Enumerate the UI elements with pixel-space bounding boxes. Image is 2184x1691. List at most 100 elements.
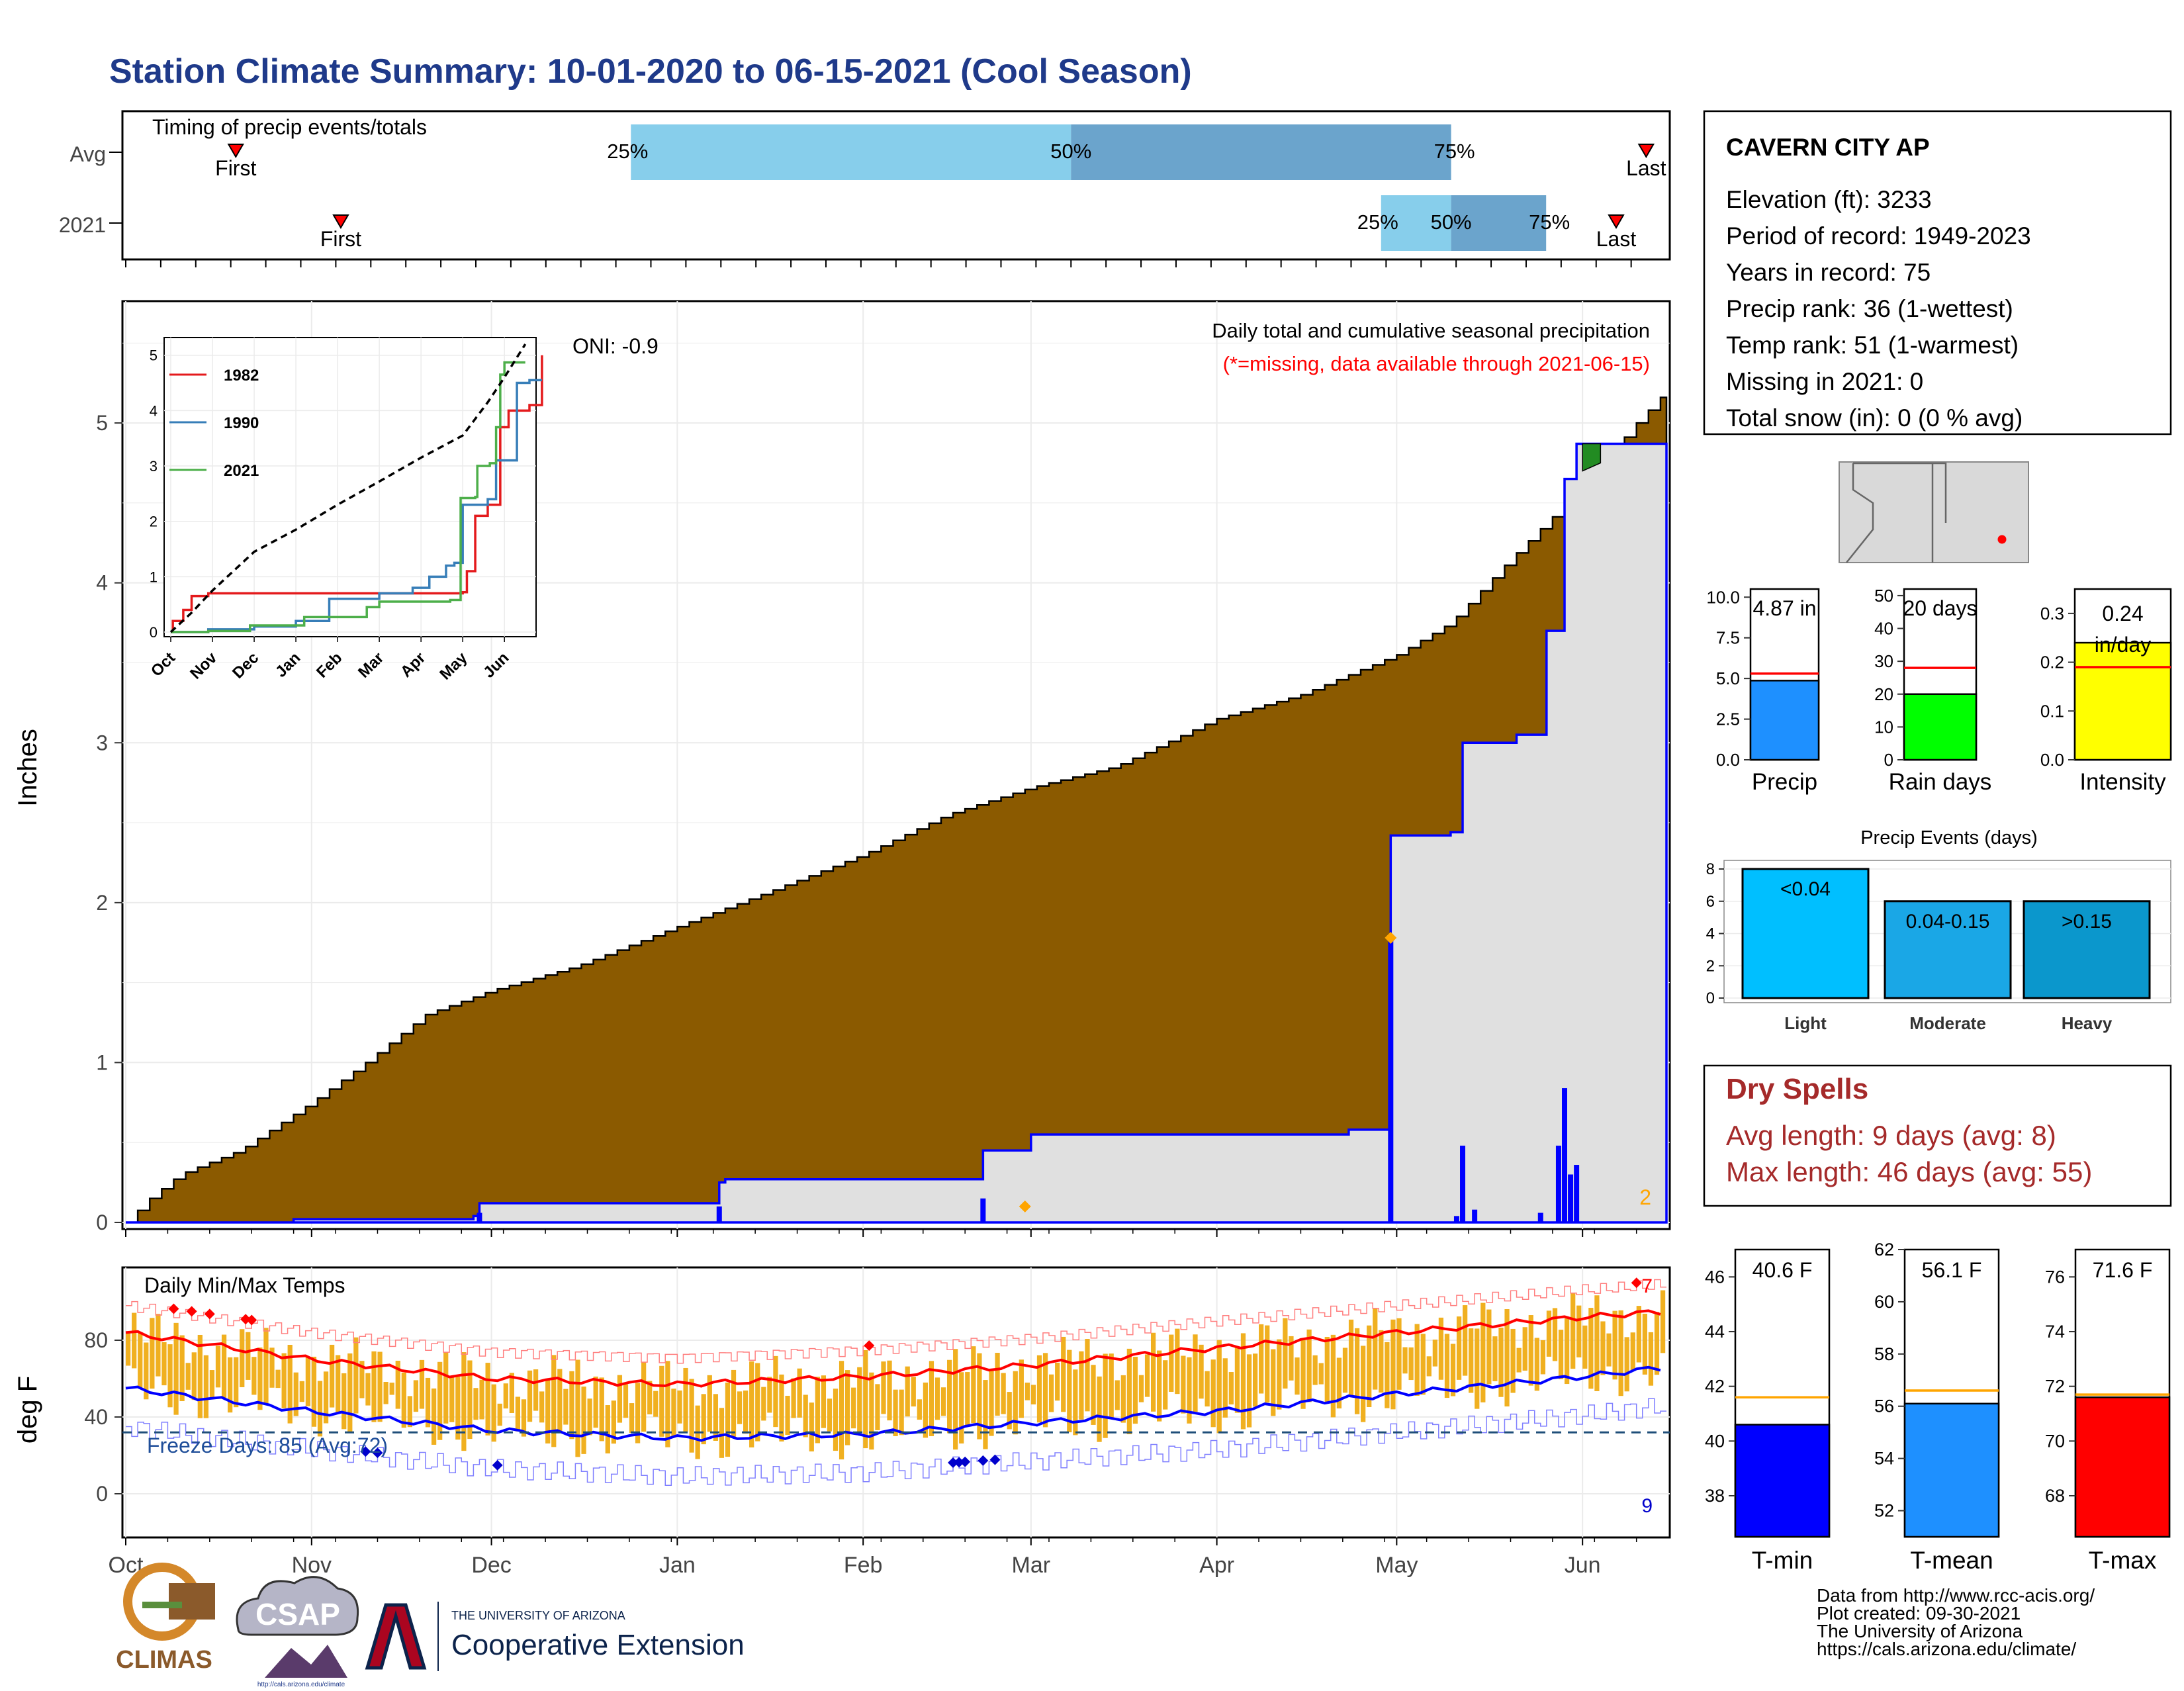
- daily-temp-bar: [1654, 1312, 1660, 1375]
- daily-temp-bar: [413, 1380, 419, 1412]
- daily-temp-bar: [1295, 1357, 1300, 1395]
- daily-temp-bar: [581, 1387, 586, 1454]
- daily-temp-bar: [1475, 1328, 1480, 1409]
- daily-temp-bar: [1354, 1328, 1360, 1414]
- daily-temp-bar: [923, 1382, 929, 1438]
- daily-temp-bar: [731, 1369, 737, 1437]
- timing-avg-last-label: Last: [1626, 156, 1666, 180]
- temp-summary-ytick-label: 68: [2045, 1486, 2065, 1506]
- summary-ytick-label: 7.5: [1716, 628, 1740, 648]
- record-low-marker: [989, 1454, 1001, 1465]
- month-axis-label: Mar: [1012, 1553, 1051, 1578]
- daily-temp-bar: [425, 1377, 431, 1428]
- precip-chart-title: Daily total and cumulative seasonal prec…: [1212, 319, 1650, 342]
- daily-temp-bar: [575, 1359, 580, 1457]
- daily-temp-bar: [461, 1352, 467, 1451]
- daily-temp-bar: [341, 1373, 347, 1430]
- daily-temp-bar: [1469, 1328, 1474, 1393]
- events-bar-label: <0.04: [1780, 878, 1831, 900]
- daily-temp-bar: [1576, 1305, 1582, 1357]
- record-low-marker: [372, 1447, 383, 1459]
- daily-temp-bar: [287, 1344, 293, 1424]
- daily-temp-bar: [1061, 1336, 1066, 1412]
- daily-precip-bar: [980, 1198, 986, 1222]
- temp-summary-ytick-label: 72: [2045, 1377, 2065, 1396]
- daily-temp-bar: [215, 1346, 221, 1388]
- daily-temp-bar: [150, 1318, 155, 1389]
- month-axis-label: Nov: [292, 1553, 332, 1578]
- temp-summary-ytick-label: 44: [1705, 1322, 1725, 1342]
- daily-temp-bar: [305, 1356, 310, 1406]
- daily-temp-bar: [971, 1346, 976, 1424]
- climas-mesa-icon: [169, 1583, 215, 1620]
- inset-frame: [163, 337, 537, 637]
- daily-temp-bar: [221, 1334, 227, 1398]
- daily-temp-bar: [1367, 1325, 1372, 1408]
- events-category-label: Heavy: [2062, 1013, 2113, 1033]
- daily-temp-bar: [1289, 1336, 1294, 1381]
- record-low-marker: [360, 1446, 371, 1457]
- daily-temp-bar: [1361, 1346, 1366, 1422]
- daily-temp-bar: [1181, 1355, 1186, 1414]
- daily-temp-bar: [1265, 1325, 1270, 1403]
- daily-temp-bar: [1055, 1362, 1060, 1401]
- daily-temp-bar: [821, 1375, 827, 1428]
- daily-temp-bar: [203, 1355, 209, 1418]
- daily-temp-bar: [1420, 1334, 1426, 1395]
- daily-temp-bar: [1169, 1334, 1174, 1392]
- daily-temp-bar: [1456, 1316, 1462, 1380]
- daily-temp-bar: [713, 1394, 718, 1441]
- daily-temp-bar: [791, 1378, 796, 1418]
- temp-summary-ytick-label: 60: [1874, 1292, 1894, 1312]
- temp-summary-ytick-label: 74: [2045, 1322, 2065, 1342]
- station-info-2: Period of record: 1949-2023: [1726, 222, 2031, 250]
- record-low-marker: [960, 1456, 971, 1467]
- timing-avg-q50-q75-bar: [1071, 124, 1451, 180]
- daily-temp-bar: [1150, 1332, 1156, 1412]
- daily-temp-bar: [857, 1367, 862, 1432]
- daily-precip-bar: [1453, 1216, 1459, 1222]
- page-title: Station Climate Summary: 10-01-2020 to 0…: [109, 52, 1192, 91]
- daily-temp-bar: [1624, 1337, 1629, 1392]
- daily-temp-bar: [1103, 1353, 1108, 1438]
- dry-spells-avg: Avg length: 9 days (avg: 8): [1726, 1120, 2056, 1151]
- temp-summary-ytick-label: 38: [1705, 1486, 1725, 1506]
- daily-temp-bar: [503, 1383, 508, 1409]
- precip-ytick-label: 3: [96, 731, 108, 754]
- inset-ytick-label: 0: [150, 624, 158, 641]
- daily-temp-bar: [1546, 1310, 1552, 1357]
- timing-2021-last-marker: [1608, 214, 1625, 229]
- daily-temp-bar: [737, 1391, 743, 1424]
- summary-ytick-label: 10: [1874, 717, 1893, 737]
- timing-avg-q25-q50-bar: [631, 124, 1071, 180]
- daily-temp-bar: [185, 1363, 191, 1390]
- daily-precip-bar: [477, 1212, 482, 1222]
- daily-temp-bar: [1234, 1346, 1240, 1413]
- temp-summary-ytick-label: 42: [1705, 1377, 1725, 1396]
- daily-temp-bar: [329, 1344, 335, 1408]
- daily-temp-bar: [401, 1372, 406, 1428]
- daily-temp-bar: [1618, 1310, 1623, 1396]
- daily-temp-bar: [227, 1357, 233, 1413]
- precip-ytick-label: 2: [96, 891, 108, 915]
- daily-temp-bar: [299, 1381, 304, 1402]
- daily-temp-bar: [365, 1373, 371, 1406]
- inset-ytick-label: 1: [150, 569, 158, 585]
- summary-ytick-label: 0.3: [2040, 604, 2064, 623]
- daily-temp-bar: [1085, 1339, 1090, 1412]
- daily-temp-bar: [1396, 1318, 1402, 1390]
- daily-temp-bar: [1414, 1324, 1420, 1396]
- summary-value-label: in/day: [2095, 633, 2151, 657]
- temp-summary-ytick-label: 58: [1874, 1344, 1894, 1364]
- timing-avg-first-label: First: [215, 156, 256, 180]
- csap-url: http://cals.arizona.edu/climate: [257, 1681, 345, 1688]
- temp-summary-ytick-label: 52: [1874, 1501, 1894, 1521]
- summary-bar-intensity: [2073, 641, 2172, 761]
- daily-temp-bar: [1540, 1340, 1546, 1375]
- daily-temp-bar: [1606, 1333, 1612, 1367]
- daily-temp-bar: [179, 1335, 185, 1402]
- daily-temp-bar: [1642, 1313, 1648, 1375]
- credit-line-1: Data from http://www.rcc-acis.org/: [1817, 1585, 2095, 1606]
